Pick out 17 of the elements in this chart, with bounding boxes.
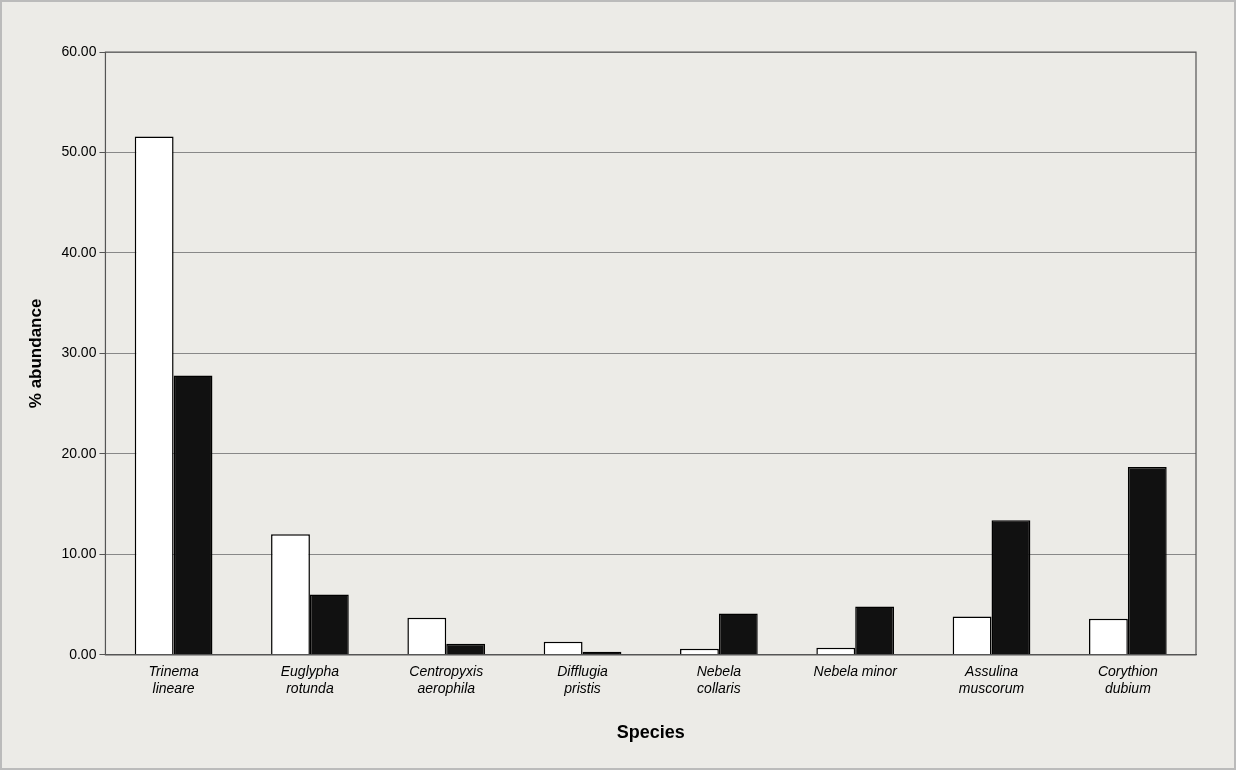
y-tick-label: 40.00: [61, 243, 97, 260]
y-tick-label: 20.00: [61, 444, 97, 461]
x-tick-label: Corythion dubium: [1097, 663, 1159, 696]
y-tick-label: 60.00: [61, 42, 97, 59]
x-tick-label: Assulina muscorum: [958, 663, 1025, 696]
x-tick-label: Trinema lineare: [148, 663, 199, 696]
x-tick-label: Nebela minor: [813, 663, 899, 680]
y-tick-label: 50.00: [61, 143, 97, 160]
x-tick-label: Difflugia pristis: [557, 663, 609, 696]
y-tick-label: 0.00: [69, 645, 97, 662]
x-tick-label: Euglypha rotunda: [280, 663, 340, 696]
x-tick-label: Nebela collaris: [696, 663, 742, 696]
y-axis-title: % abundance: [25, 298, 45, 409]
x-axis-title: Species: [616, 722, 685, 743]
x-tick-label: Centropyxis aerophila: [409, 663, 484, 696]
y-tick-label: 30.00: [61, 344, 97, 361]
y-tick-label: 10.00: [61, 545, 97, 562]
